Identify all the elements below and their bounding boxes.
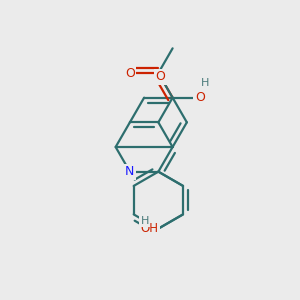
Text: O: O	[195, 91, 205, 104]
Text: OH: OH	[141, 222, 159, 235]
Text: H: H	[141, 216, 149, 226]
Text: H: H	[201, 78, 209, 88]
Text: O: O	[125, 67, 135, 80]
Text: O: O	[156, 70, 165, 83]
Text: N: N	[125, 165, 135, 178]
